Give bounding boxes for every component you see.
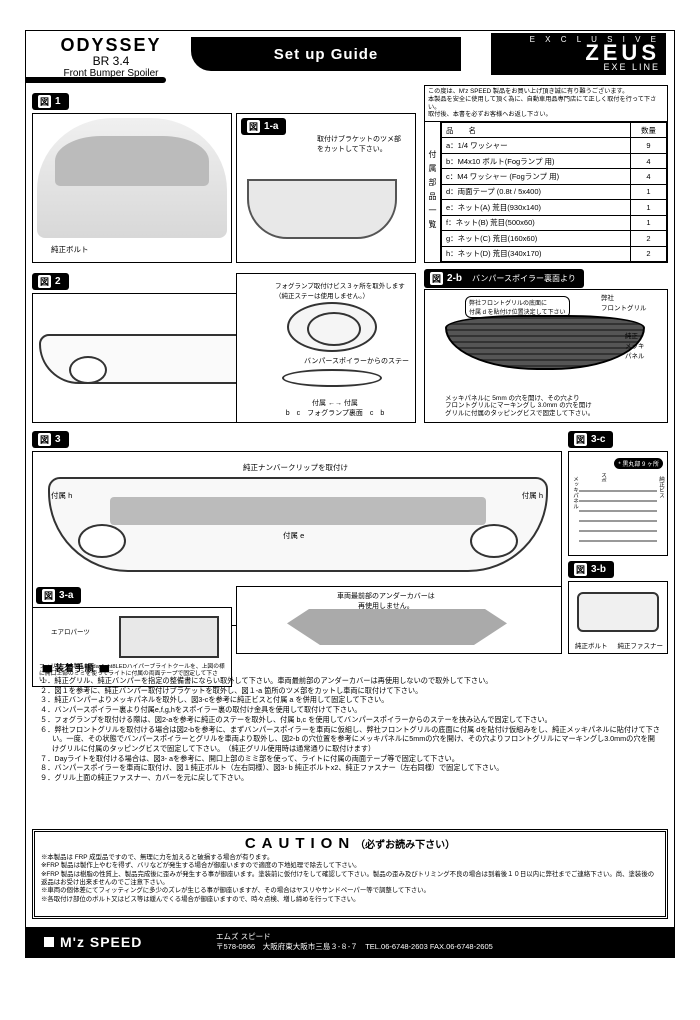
table-row: c：M4 ワッシャー (Fogランプ 用)4 (442, 169, 667, 184)
fig3c-bubble: * 黒丸部 9 ヶ所 (614, 458, 663, 469)
proc-step: ８．バンパースポイラーを車両に取付け、図１純正ボルト（左右同様）、図3- b 純… (40, 763, 660, 773)
parts-side-label: 付属部品一覧 (425, 122, 441, 262)
fig1a-label: 図1-a (241, 118, 286, 135)
caution-line: ※FRP 製品は樹脂の性質上、製品完成後に歪みが発生する事が御座います。塗装前に… (41, 871, 659, 888)
proc-step: ７．Dayライトを取付ける場合は、図3- aを参考に、開口上部のミミ部を使って、… (40, 754, 660, 764)
header: ODYSSEY BR 3.4 Front Bumper Spoiler Set … (26, 31, 674, 79)
undercover-box: 車両最前部のアンダーカバーは 再使用しません。 （使用しません。） (236, 586, 562, 654)
fog3-right-icon (470, 524, 518, 558)
bumper-spoiler-illustration (48, 477, 548, 572)
caution-box: CAUTION（必ずお読み下さい） ※本製品は FRP 成型品ですので、無理に力… (32, 829, 668, 919)
table-row: d：両面テープ (0.8t / 5x400)1 (442, 184, 667, 199)
caution-text: ※本製品は FRP 成型品ですので、無理に力を加えると破損する場合が有ります。 … (41, 854, 659, 904)
footer-info: エムズ スピード 〒578-0966 大阪府東大阪市三島３-８-７ TEL.06… (216, 932, 493, 952)
intro-note: この度は、M'z SPEED 製品をお買い上げ頂き誠に有り難うございます。 本製… (424, 85, 668, 122)
parts-table: 品 名数量 a：1/4 ワッシャー9 b：M4x10 ボルト(Fogランプ 用)… (441, 122, 667, 262)
fig1-bolt-anno: 純正ボルト (51, 244, 89, 255)
page: ODYSSEY BR 3.4 Front Bumper Spoiler Set … (25, 30, 675, 958)
proc-step: ２．図１を参考に、純正バンパー取付けブラケットを取外し、図１-a 箇所のツメ部を… (40, 686, 660, 696)
fig1a-box: 図1-a 取付けブラケットのツメ部をカットして下さい。 (236, 113, 416, 263)
caution-title: CAUTION（必ずお読み下さい） (41, 835, 659, 852)
fig2b-bottom-text: メッキパネルに 5mm の穴を開け、その穴より フロントグリルにマーキングし 3… (445, 395, 655, 418)
led-box-illustration (119, 616, 219, 658)
anno-h-l: 付属 h (51, 490, 72, 501)
grille-illustration (445, 315, 645, 370)
fig3b-label: 図3-b (568, 561, 614, 578)
fig2b-anno2: 純正 メッキ パネル (625, 330, 665, 360)
exe-line: EXE LINE (497, 62, 660, 72)
fig1-box: 純正ボルト (32, 113, 232, 263)
fig3c-right: 純正ビス (657, 476, 665, 498)
car-front-illustration (37, 118, 227, 238)
table-row: f：ネット(B) 荒目(500x60)1 (442, 215, 667, 230)
fig3a-arrow: エアロパーツ (51, 626, 90, 636)
proc-step: ４．バンパースポイラー裏より付属e,f,g,hをスポイラー裏の取付け金具を使用し… (40, 705, 660, 715)
model-name: ODYSSEY (36, 35, 186, 56)
caution-line: ※各取付け部位のボルト又はビス等は緩んでくる場合が御座いますので、時々点検、増し… (41, 896, 659, 904)
anno-e: 付属 e (283, 530, 304, 541)
zeus-logo: ZEUS (497, 44, 660, 62)
fig2b-label: 図2-b バンパースポイラー裏面より (424, 269, 584, 288)
footer-brand: M'z SPEED (26, 934, 216, 950)
procedure-header: 装着手順 (38, 661, 112, 674)
caution-line: ※FRP 製品は製作上やむを得ず、バリなどが発生する場合が御座いますので適度の下… (41, 862, 659, 870)
brand-badge: E X C L U S I V E ZEUS EXE LINE (491, 33, 666, 75)
fig2a-text1: フォグランプ取付けビス３ヶ所を取外します（純正ステーは使用しません。） (275, 280, 415, 300)
fig3a-box: エアロパーツ フィリップス製 LEDdaylight8LEDハイパーブライトクー… (32, 607, 232, 687)
th-qty: 数量 (631, 123, 667, 138)
fig2b-anno1: 弊社 フロントグリル (601, 292, 661, 312)
undercover-illustration (287, 609, 507, 645)
proc-step: ９．グリル上面の純正ファスナー、カバーを元に戻して下さい。 (40, 773, 660, 783)
proc-step: ５．フォグランプを取付ける際は、図2-aを参考に純正のステーを取外し、付属 b,… (40, 715, 660, 725)
table-row: a：1/4 ワッシャー9 (442, 138, 667, 153)
fog3-left-icon (78, 524, 126, 558)
caution-line: ※車両の個体差にてフィッティングに多少のズレが生じる事が御座いますが、その場合は… (41, 887, 659, 895)
fig3-clip-anno: 純正ナンバークリップを取付け (243, 462, 348, 473)
fig3b-box: 純正ボルト 純正ファスナー (568, 581, 668, 654)
fig3b-right: 純正ファスナー (618, 640, 664, 650)
footer-kana: エムズ スピード (216, 932, 493, 942)
guide-title: Set up Guide (191, 37, 461, 71)
fig3a-label: 図3-a (36, 587, 81, 604)
fig2a-text2: バンパースポイラーからのステー (304, 356, 409, 366)
footer: M'z SPEED エムズ スピード 〒578-0966 大阪府東大阪市三島３-… (26, 927, 674, 957)
table-row: h：ネット(D) 荒目(340x170)2 (442, 246, 667, 262)
fig2b-box: 弊社フロントグリルの底面に 付属 d を貼付け位置決定して下さい 弊社 フロント… (424, 289, 668, 423)
bracket-illustration (247, 149, 407, 249)
fig2a-box: 図2-a フォグランプ取付けビス３ヶ所を取外します（純正ステーは使用しません。）… (236, 273, 416, 423)
fig1-label: 図1 (32, 93, 69, 110)
th-name: 品 名 (442, 123, 631, 138)
anno-h-r: 付属 h (522, 490, 543, 501)
fig3-label: 図3 (32, 431, 69, 448)
fig3c-box: * 黒丸部 9 ヶ所 メッキパネル スポイラー 純正ビス (568, 451, 668, 556)
table-row: b：M4x10 ボルト(Fogランプ 用)4 (442, 153, 667, 168)
procedure-list: １．純正グリル、純正バンパーを指定の整備書にならい取外して下さい。車両最前部のア… (40, 676, 660, 783)
fog-lamp-illustration (287, 302, 377, 352)
fig3c-label: 図3-c (568, 431, 613, 448)
header-left: ODYSSEY BR 3.4 Front Bumper Spoiler (36, 35, 186, 79)
fig3b-left: 純正ボルト (575, 640, 608, 650)
fig3c-left: メッキパネル (571, 476, 579, 509)
fog-left-icon (69, 356, 107, 384)
parts-list-box: 付属部品一覧 品 名数量 a：1/4 ワッシャー9 b：M4x10 ボルト(Fo… (424, 121, 668, 263)
model-code: BR 3.4 (36, 54, 186, 68)
fig3b-illustration (577, 592, 659, 632)
table-row: g：ネット(C) 荒目(160x60)2 (442, 231, 667, 246)
footer-addr: 〒578-0966 大阪府東大阪市三島３-８-７ TEL.06-6748-260… (216, 942, 493, 952)
proc-step: ６．弊社フロントグリルを取付ける場合は図2-bを参考に、まずバンパースポイラーを… (40, 725, 660, 754)
proc-step: ３．純正バンパーよりメッキパネルを取外し、図3-cを参考に純正ビスと付属 a を… (40, 695, 660, 705)
table-row: e：ネット(A) 荒目(930x140)1 (442, 200, 667, 215)
fig2-label: 図2 (32, 273, 69, 290)
decor-tab (26, 77, 166, 83)
stay-illustration (282, 369, 382, 387)
square-icon (44, 937, 54, 947)
fig2a-text3: 付属 ←→ 付属 b c フォグランプ裏面 c b (265, 398, 405, 418)
section-illustration (579, 482, 657, 542)
proc-step: １．純正グリル、純正バンパーを指定の整備書にならい取外して下さい。車両最前部のア… (40, 676, 660, 686)
